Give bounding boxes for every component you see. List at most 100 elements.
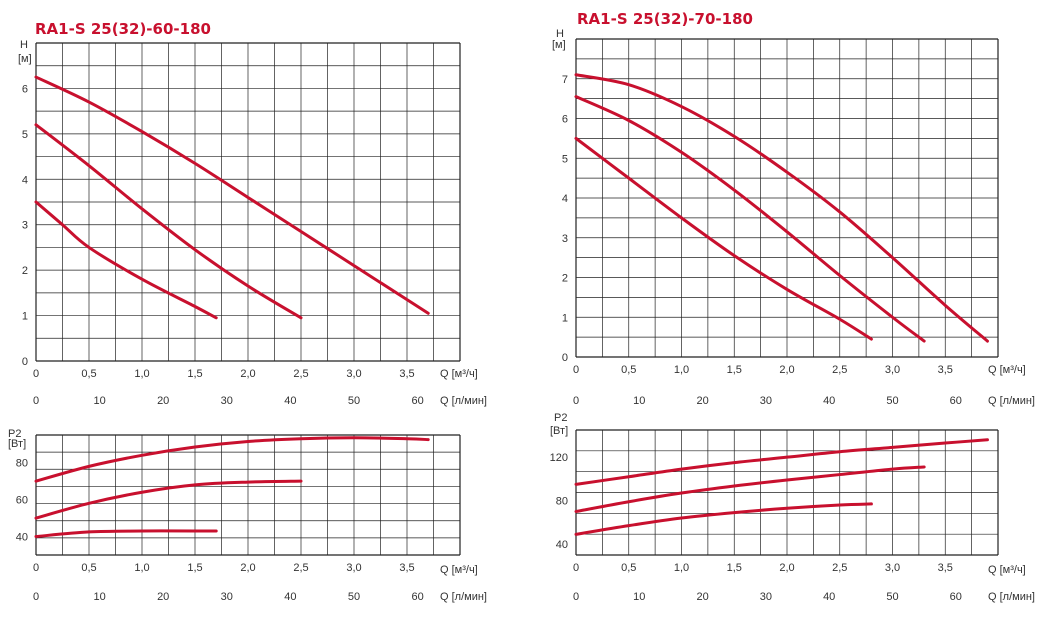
- y-tick-label: 1: [22, 311, 28, 323]
- y-tick-label: 2: [562, 273, 568, 285]
- x-axis-label: Q [м³/ч]: [440, 368, 478, 380]
- curve-left-power-series-3: [34, 529, 218, 539]
- x-tick-label: 1,5: [187, 562, 202, 574]
- x2-tick-label: 40: [823, 591, 835, 603]
- y-tick-label: 2: [22, 265, 28, 277]
- x-tick-label: 0: [33, 368, 39, 380]
- x-tick-label: 3,5: [399, 562, 414, 574]
- x-tick-label: 1,0: [134, 368, 149, 380]
- y-tick-label: 6: [562, 114, 568, 126]
- x-tick-label: 1,5: [727, 364, 742, 376]
- y-tick-label: 1: [562, 312, 568, 324]
- x2-tick-label: 50: [886, 591, 898, 603]
- x2-tick-label: 10: [633, 591, 645, 603]
- x2-tick-label: 30: [760, 591, 772, 603]
- y-tick-label: 5: [562, 153, 568, 165]
- x2-tick-label: 10: [93, 591, 105, 603]
- y-axis-unit: [Вт]: [8, 438, 26, 450]
- x2-axis-label: Q [л/мин]: [440, 591, 487, 603]
- x-tick-label: 3,0: [885, 562, 900, 574]
- x2-tick-label: 50: [348, 591, 360, 603]
- y-tick-label: 120: [550, 452, 568, 464]
- x2-tick-label: 0: [33, 395, 39, 407]
- x-tick-label: 1,5: [727, 562, 742, 574]
- x-axis-label: Q [м³/ч]: [440, 564, 478, 576]
- y-axis-label: H: [556, 28, 564, 40]
- curve-left-power-series-2: [34, 479, 303, 520]
- y-tick-label: 4: [22, 174, 28, 186]
- y-tick-label: 7: [562, 74, 568, 86]
- x-tick-label: 0,5: [81, 368, 96, 380]
- x-tick-label: 0,5: [81, 562, 96, 574]
- x-tick-label: 2,0: [240, 562, 255, 574]
- curve-right-power-series-3: [574, 502, 873, 536]
- x2-tick-label: 60: [950, 591, 962, 603]
- y-tick-label: 0: [22, 356, 28, 368]
- x2-tick-label: 0: [573, 395, 579, 407]
- curve-right-head-series-2: [574, 95, 926, 343]
- curve-left-head-series-3: [34, 200, 218, 320]
- x-axis-label: Q [м³/ч]: [988, 564, 1026, 576]
- x-tick-label: 0: [33, 562, 39, 574]
- y-tick-label: 6: [22, 83, 28, 95]
- x2-tick-label: 30: [760, 395, 772, 407]
- x2-tick-label: 60: [411, 591, 423, 603]
- y-axis-unit: [м]: [18, 53, 32, 65]
- x-tick-label: 0,5: [621, 562, 636, 574]
- x-tick-label: 1,0: [674, 562, 689, 574]
- x2-tick-label: 30: [221, 395, 233, 407]
- curve-right-power-series-1: [574, 438, 989, 486]
- y-axis-unit: [м]: [552, 39, 566, 51]
- x-tick-label: 2,5: [832, 562, 847, 574]
- x-tick-label: 2,5: [832, 364, 847, 376]
- x-tick-label: 3,0: [885, 364, 900, 376]
- y-tick-label: 3: [562, 233, 568, 245]
- y-tick-label: 40: [16, 532, 28, 544]
- x-tick-label: 1,0: [134, 562, 149, 574]
- x-tick-label: 2,5: [293, 368, 308, 380]
- y-tick-label: 5: [22, 129, 28, 141]
- x2-axis-label: Q [л/мин]: [440, 395, 487, 407]
- y-tick-label: 80: [556, 496, 568, 508]
- y-tick-label: 3: [22, 220, 28, 232]
- x2-tick-label: 20: [157, 591, 169, 603]
- x-tick-label: 0: [573, 364, 579, 376]
- x-tick-label: 0,5: [621, 364, 636, 376]
- y-axis-unit: [Вт]: [550, 425, 568, 437]
- curve-left-head-series-1: [34, 75, 430, 315]
- y-axis-label: P2: [554, 412, 567, 424]
- y-tick-label: 40: [556, 539, 568, 551]
- x2-tick-label: 10: [93, 395, 105, 407]
- y-tick-label: 60: [16, 495, 28, 507]
- x2-axis-label: Q [л/мин]: [988, 395, 1035, 407]
- x-tick-label: 3,5: [938, 562, 953, 574]
- x2-tick-label: 40: [284, 591, 296, 603]
- y-axis-label: H: [20, 39, 28, 51]
- curve-right-power-series-2: [574, 465, 926, 514]
- chart-title-right: RA1-S 25(32)-70-180: [577, 10, 753, 28]
- x2-tick-label: 0: [573, 591, 579, 603]
- chart-title-left: RA1-S 25(32)-60-180: [35, 20, 211, 38]
- x-tick-label: 2,0: [779, 562, 794, 574]
- x2-tick-label: 50: [348, 395, 360, 407]
- x2-tick-label: 20: [696, 591, 708, 603]
- x2-tick-label: 60: [950, 395, 962, 407]
- y-axis-label: P2: [8, 428, 21, 440]
- x-tick-label: 2,5: [293, 562, 308, 574]
- x-tick-label: 2,0: [779, 364, 794, 376]
- x-tick-label: 3,0: [346, 562, 361, 574]
- x2-tick-label: 30: [221, 591, 233, 603]
- x-tick-label: 1,0: [674, 364, 689, 376]
- x-tick-label: 2,0: [240, 368, 255, 380]
- x2-tick-label: 20: [157, 395, 169, 407]
- x-axis-label: Q [м³/ч]: [988, 364, 1026, 376]
- y-tick-label: 80: [16, 458, 28, 470]
- y-tick-label: 4: [562, 193, 568, 205]
- x2-axis-label: Q [л/мин]: [988, 591, 1035, 603]
- x2-tick-label: 40: [284, 395, 296, 407]
- curve-right-head-series-3: [574, 136, 873, 341]
- x2-tick-label: 60: [411, 395, 423, 407]
- x2-tick-label: 40: [823, 395, 835, 407]
- x2-tick-label: 10: [633, 395, 645, 407]
